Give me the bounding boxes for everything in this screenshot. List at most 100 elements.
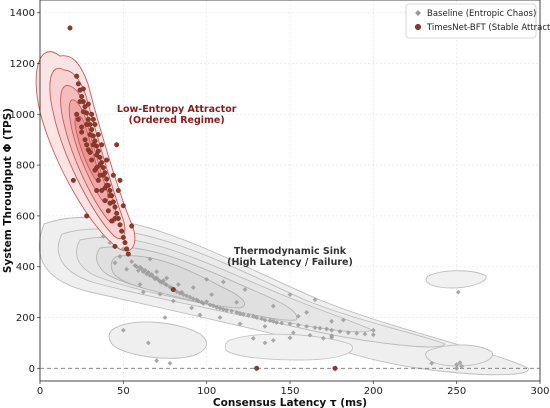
timesnet-point xyxy=(112,243,118,249)
timesnet-point xyxy=(89,127,95,133)
timesnet-point xyxy=(79,94,85,100)
timesnet-point xyxy=(112,204,118,210)
timesnet-point xyxy=(129,223,135,229)
baseline-point xyxy=(189,305,195,311)
timesnet-point xyxy=(102,185,108,191)
baseline-contour-lower-mid xyxy=(224,333,353,361)
timesnet-point xyxy=(75,116,81,122)
baseline-point xyxy=(320,335,326,341)
timesnet-point xyxy=(84,121,90,127)
baseline-point xyxy=(134,264,140,270)
baseline-point xyxy=(312,297,318,303)
baseline-point xyxy=(174,289,180,294)
timesnet-point xyxy=(107,193,113,199)
baseline-point xyxy=(267,318,273,323)
timesnet-point xyxy=(94,152,100,158)
baseline-point xyxy=(262,340,268,346)
baseline-point xyxy=(270,303,276,309)
legend-baseline-label: Baseline (Entropic Chaos) xyxy=(427,9,536,19)
timesnet-point xyxy=(70,177,76,183)
x-axis-title: Consensus Latency τ (ms) xyxy=(213,397,367,408)
baseline-point xyxy=(135,268,141,273)
baseline-point xyxy=(459,363,465,369)
timesnet-point xyxy=(94,187,100,193)
x-tick-label: 150 xyxy=(280,386,299,397)
timesnet-point xyxy=(89,157,95,163)
baseline-point xyxy=(195,298,201,304)
x-tick-label: 100 xyxy=(197,386,216,397)
timesnet-point xyxy=(87,132,93,138)
x-tick-label: 0 xyxy=(37,386,43,397)
baseline-point xyxy=(245,313,251,318)
baseline-point xyxy=(120,327,126,333)
timesnet-point xyxy=(84,142,90,148)
baseline-point xyxy=(295,313,301,319)
y-tick-label: 1400 xyxy=(10,8,35,19)
baseline-point xyxy=(140,289,146,295)
baseline-point xyxy=(340,317,346,323)
baseline-point xyxy=(210,303,216,309)
baseline-point xyxy=(242,287,248,292)
timesnet-point xyxy=(120,234,126,240)
baseline-contour-lower-left xyxy=(108,321,207,359)
baseline-point xyxy=(362,331,368,337)
baseline-point xyxy=(457,360,463,366)
baseline-point xyxy=(345,330,351,336)
baseline-point xyxy=(287,335,293,341)
plot-frame xyxy=(39,0,541,382)
baseline-point xyxy=(200,301,206,306)
y-tick-label: 200 xyxy=(16,313,35,324)
baseline-point xyxy=(100,233,106,239)
x-tick-label: 50 xyxy=(117,386,130,397)
baseline-point xyxy=(262,323,268,329)
timesnet-point xyxy=(114,142,120,148)
y-tick-label: 600 xyxy=(16,211,35,222)
y-tick-label: 400 xyxy=(16,262,35,273)
timesnet-point xyxy=(97,154,103,160)
timesnet-point xyxy=(74,73,80,79)
baseline-point xyxy=(117,254,123,259)
baseline-point xyxy=(129,259,135,265)
baseline-point xyxy=(454,362,460,367)
baseline-point xyxy=(112,260,118,266)
baseline-point xyxy=(250,335,256,341)
baseline-point xyxy=(234,299,240,305)
timesnet-point xyxy=(80,86,86,92)
timesnet-point xyxy=(79,124,85,130)
baseline-point xyxy=(307,332,313,338)
baseline-point xyxy=(455,289,461,295)
timesnet-point xyxy=(332,365,338,371)
timesnet-point xyxy=(79,129,85,135)
timesnet-point xyxy=(85,116,91,122)
baseline-point xyxy=(220,279,226,285)
baseline-point xyxy=(197,312,203,318)
timesnet-point xyxy=(92,121,98,127)
timesnet-point xyxy=(107,187,113,193)
timesnet-point xyxy=(120,203,126,209)
timesnet-point xyxy=(80,109,86,115)
baseline-point xyxy=(429,360,435,366)
x-tick-label: 250 xyxy=(447,386,466,397)
y-tick-label: 0 xyxy=(29,364,35,375)
baseline-point xyxy=(160,278,166,284)
baseline-point xyxy=(209,292,215,298)
timesnet-point xyxy=(107,200,113,206)
baseline-point xyxy=(147,256,153,262)
baseline-point xyxy=(149,271,155,277)
baseline-point xyxy=(370,332,376,338)
baseline-point xyxy=(175,282,181,287)
timesnet-point xyxy=(104,157,110,163)
timesnet-point xyxy=(102,198,108,204)
timesnet-point xyxy=(104,176,110,182)
timesnet-point xyxy=(95,177,101,183)
baseline-point xyxy=(224,307,230,313)
baseline-point xyxy=(164,282,170,288)
x-tick-label: 200 xyxy=(364,386,383,397)
timesnet-point xyxy=(254,365,260,371)
baseline-point xyxy=(274,320,280,325)
baseline-point xyxy=(262,317,268,323)
timesnet-point xyxy=(99,187,105,193)
baseline-point xyxy=(154,269,160,275)
